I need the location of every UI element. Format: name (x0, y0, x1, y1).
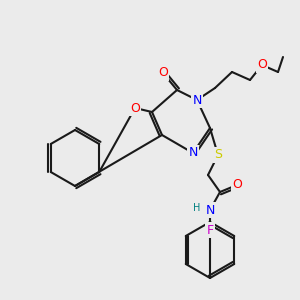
Text: N: N (188, 146, 198, 160)
Text: H: H (193, 203, 201, 213)
Text: O: O (257, 58, 267, 71)
Text: O: O (158, 67, 168, 80)
Text: O: O (232, 178, 242, 191)
Text: O: O (130, 101, 140, 115)
Text: N: N (192, 94, 202, 106)
Text: F: F (206, 224, 214, 236)
Text: N: N (205, 203, 215, 217)
Text: S: S (214, 148, 222, 161)
